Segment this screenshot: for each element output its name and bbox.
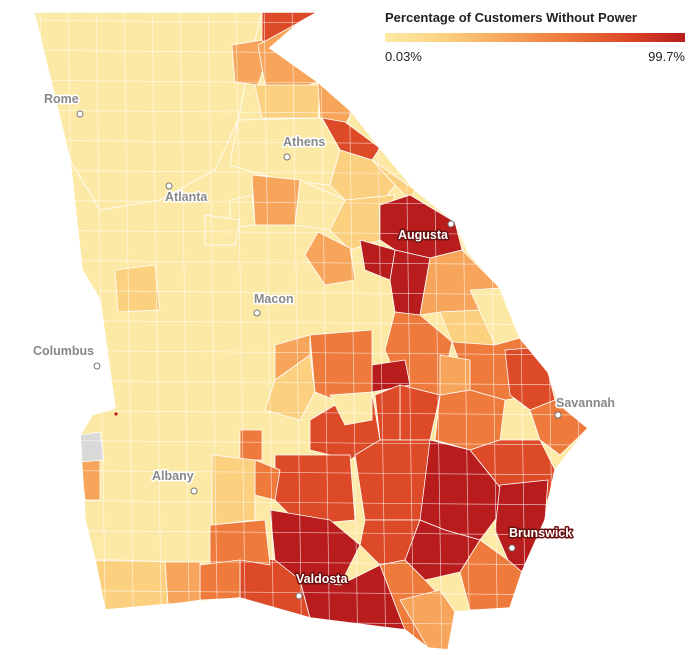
- city-label-brunswick: Brunswick: [509, 526, 572, 540]
- county-region: [94, 559, 169, 611]
- city-label-athens: Athens: [283, 135, 325, 149]
- city-dot-columbus: [93, 362, 101, 370]
- county-boundary-line: [151, 12, 163, 650]
- city-label-savannah: Savannah: [556, 396, 615, 410]
- legend-color-ramp: [385, 33, 685, 42]
- county-boundary-line: [179, 12, 191, 650]
- city-dot-athens: [283, 153, 291, 161]
- county-region: [199, 559, 241, 601]
- legend-title: Percentage of Customers Without Power: [385, 10, 637, 25]
- city-markers: Rome Athens Atlanta Augusta Macon Columbus Sav…: [32, 91, 617, 600]
- county-boundary-line: [263, 12, 275, 650]
- location-marker: [114, 412, 118, 416]
- city-label-atlanta: Atlanta: [165, 190, 208, 204]
- city-dot-valdosta: [295, 592, 303, 600]
- city-dot-macon: [253, 309, 261, 317]
- county-boundary-line: [235, 12, 247, 650]
- county-no-data: [79, 431, 105, 463]
- city-dot-brunswick: [508, 544, 516, 552]
- county-region: [304, 231, 356, 286]
- city-label-albany: Albany: [152, 469, 194, 483]
- county-boundary-line: [571, 12, 583, 650]
- county-region: [251, 174, 301, 226]
- county-region: [439, 354, 471, 396]
- county-region: [114, 264, 161, 313]
- county-region: [309, 329, 373, 403]
- city-dot-augusta: [447, 220, 455, 228]
- county-boundary-line: [207, 12, 219, 650]
- county-region: [209, 519, 271, 566]
- county-region: [329, 391, 373, 426]
- county-region: [359, 239, 396, 281]
- county-boundary-line: [34, 649, 588, 650]
- legend-min-label: 0.03%: [385, 49, 422, 64]
- city-dot-rome: [76, 110, 84, 118]
- county-region: [164, 561, 201, 606]
- county-region: [274, 334, 311, 381]
- city-label-valdosta: Valdosta: [296, 572, 348, 586]
- county-region: [211, 454, 256, 526]
- city-label-augusta: Augusta: [398, 228, 449, 242]
- county-boundary-line: [319, 12, 331, 650]
- city-label-columbus: Columbus: [33, 344, 94, 358]
- county-region: [529, 399, 588, 456]
- county-region: [254, 84, 321, 119]
- city-dot-atlanta: [165, 182, 173, 190]
- legend-max-label: 99.7%: [648, 49, 685, 64]
- county-region: [239, 429, 263, 461]
- county-boundary-line: [291, 12, 303, 650]
- county-boundary-line: [543, 12, 555, 650]
- city-dot-albany: [190, 487, 198, 495]
- city-label-rome: Rome: [44, 92, 79, 106]
- county-region: [204, 214, 241, 246]
- map-legend: Percentage of Customers Without Power 0.…: [385, 10, 685, 65]
- city-label-macon: Macon: [254, 292, 294, 306]
- city-dot-savannah: [554, 411, 562, 419]
